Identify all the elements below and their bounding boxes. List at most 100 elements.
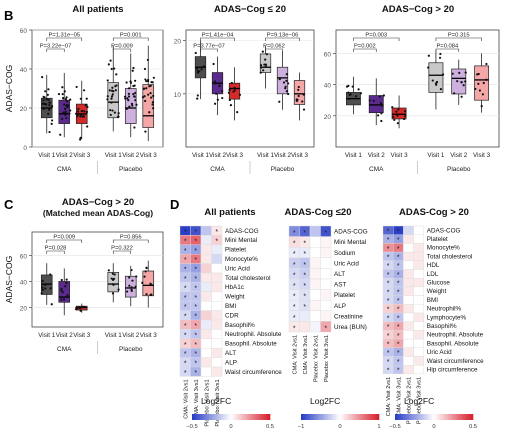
h3-row-label: Monocyte% [427, 245, 460, 252]
panel-label-b: B [4, 8, 13, 23]
p4-pvalue-bracket [46, 239, 83, 243]
h2-legend-swatch [310, 414, 313, 420]
h1-legend-tick: 0.5 [266, 424, 274, 430]
p3-pvalue-label: P=0.315 [448, 33, 470, 39]
h1-legend-swatch [217, 414, 220, 420]
h2-heat-cell [320, 300, 332, 312]
p1-data-point [68, 112, 71, 115]
p1-data-point [61, 117, 64, 121]
p1-data-point [47, 98, 50, 101]
h3-heat-cell [403, 304, 414, 314]
p2-data-point [228, 98, 231, 102]
p3-data-point [478, 89, 481, 92]
h2-col-label: Placebo: Visit 2vs1 [313, 335, 319, 382]
h3-legend-swatch [447, 414, 450, 420]
h1-row-label: Uric Acid [225, 265, 250, 272]
p3-data-point [439, 88, 443, 91]
h2-row-label: ALP [334, 303, 346, 310]
p1-data-point [83, 89, 86, 92]
h2-signif-star: * [293, 230, 296, 237]
h2-legend-swatch [306, 414, 310, 420]
p4-plot-frame [31, 231, 164, 328]
h2-col-label: CMA: Visit 2vs1 [292, 335, 298, 374]
p3-data-point [427, 54, 430, 57]
p2-data-point [202, 65, 206, 68]
h1-signif-star: * [194, 370, 197, 377]
p1-data-point [110, 67, 113, 71]
h3-row-label: ADAS-COG [427, 227, 461, 234]
h2-legend-swatch [322, 414, 325, 420]
h3-signif-star: * [387, 263, 390, 270]
p2-group-label: CMA [210, 166, 225, 173]
h1-signif-star: * [194, 276, 197, 283]
p4-data-point [110, 277, 113, 280]
p1-data-point [110, 101, 113, 104]
h2-signif-star: * [293, 283, 296, 290]
p2-box [276, 66, 289, 95]
h3-heat-cell [413, 286, 425, 296]
h2-legend-swatch [361, 414, 364, 420]
p3-data-point [395, 110, 398, 113]
h2-legend-swatch [336, 414, 339, 420]
p2-data-point [260, 66, 263, 69]
h3-heat-cell [403, 225, 414, 235]
h1-col-label: Placebo: Visit 2vs1 [204, 379, 210, 426]
h2-col-label: Placebo: Visit 3vs1 [324, 335, 330, 382]
h2-legend-swatch [349, 414, 352, 420]
h1-heat-cell [211, 357, 223, 368]
p1-data-point [132, 84, 135, 88]
h1-signif-star: * [194, 332, 197, 339]
h2-heat-cell [309, 236, 321, 248]
h3-signif-star: * [397, 315, 400, 322]
p4-data-point [66, 294, 69, 297]
h2-legend-swatch [359, 414, 362, 420]
h3-row-label: Basophil. Absolute [427, 340, 479, 347]
h1-legend-swatch [213, 414, 216, 420]
p3-pvalue-label: P=0.084 [436, 44, 459, 50]
p2-xtick-label: Visit 3 [291, 152, 309, 159]
p3-ytick-label: 60 [324, 51, 332, 58]
p4-data-point [49, 273, 52, 276]
h1-legend-swatch [254, 414, 257, 420]
p1-data-point [85, 110, 89, 114]
h1-row-label: Total cholesterol [225, 275, 271, 282]
p3-data-point [460, 95, 463, 98]
h3-row-label: Basophil% [427, 323, 457, 330]
h1-legend-swatch [234, 414, 238, 420]
p4-data-point [111, 292, 115, 295]
h2-signif-star: * [324, 325, 327, 332]
p1-data-point [113, 111, 117, 114]
p4-data-point [62, 298, 66, 301]
h2-signif-star: * [293, 325, 296, 332]
h2-heat-cell [320, 268, 332, 280]
h2-legend-swatch [308, 414, 312, 420]
h3-heat-cell [413, 251, 425, 262]
p4-data-point [79, 306, 82, 310]
h2-heat-cell [320, 310, 332, 322]
h2-legend-swatch [341, 414, 345, 420]
h1-legend-swatch [246, 414, 249, 420]
p2-data-point [218, 85, 221, 88]
p2-data-point [200, 68, 203, 71]
p3-data-point [349, 93, 352, 96]
h2-legend-swatch [326, 414, 329, 420]
p3-xtick-label: Visit 2 [368, 152, 386, 159]
h2-legend-swatch [338, 414, 341, 420]
p4-data-point [113, 273, 116, 276]
p1-ylabel: ADAS−COG [4, 65, 14, 112]
h3-col-label: Placebo: Visit 2vs1 [407, 377, 413, 424]
h1-row-label: BMI [225, 303, 236, 310]
h1-legend-swatch [192, 414, 195, 420]
h3-legend-swatch [410, 414, 413, 420]
h2-legend-swatch [328, 414, 331, 420]
h3-legend-swatch [428, 414, 431, 420]
h3-heat-cell [403, 286, 414, 296]
h3-legend-swatch [469, 414, 472, 420]
p2-data-point [227, 91, 230, 94]
p1-data-point [61, 93, 64, 96]
p1-pvalue-bracket [112, 48, 132, 52]
p2-data-point [264, 65, 267, 68]
p1-data-point [64, 108, 67, 111]
h2-heat-cell [309, 257, 321, 269]
p4-box [107, 271, 120, 293]
